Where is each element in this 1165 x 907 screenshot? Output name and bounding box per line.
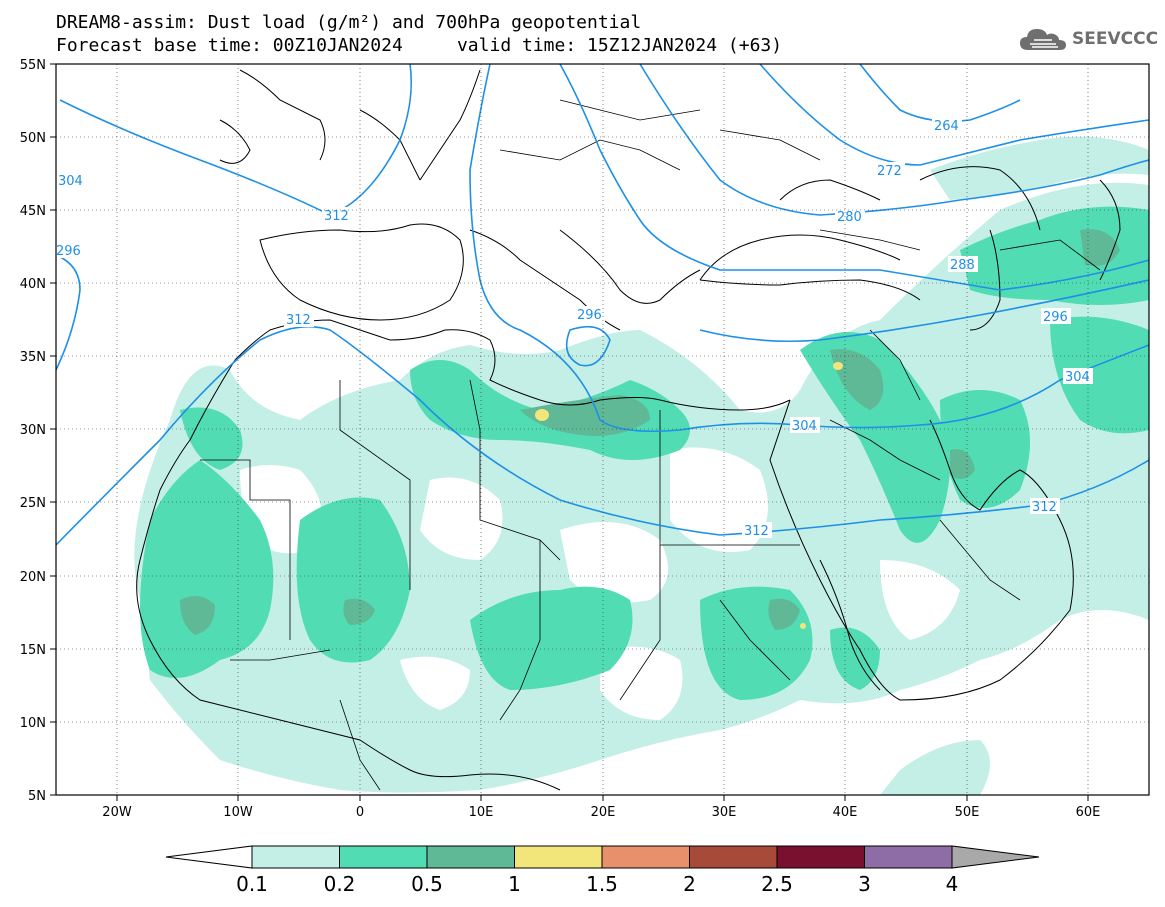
svg-text:304: 304	[792, 419, 817, 434]
colorbar-segment	[339, 845, 428, 869]
geopotential-contours	[56, 64, 1149, 546]
lat-label: 5N	[28, 789, 46, 804]
lat-label: 30N	[20, 423, 46, 438]
colorbar-tick-label: 0.1	[236, 872, 268, 896]
lon-label: 20W	[102, 805, 132, 820]
svg-text:296: 296	[577, 308, 602, 323]
logo-text: SEEVCCC	[1072, 29, 1159, 49]
colorbar-segment	[864, 845, 953, 869]
colorbar-over-triangle	[951, 845, 1040, 869]
lon-label: 30E	[712, 805, 737, 820]
axis-ticks	[50, 63, 1089, 801]
svg-text:312: 312	[1032, 500, 1057, 515]
svg-text:296: 296	[1043, 310, 1068, 325]
svg-text:272: 272	[877, 164, 902, 179]
svg-text:312: 312	[286, 313, 311, 328]
lat-label: 45N	[20, 204, 46, 219]
lat-label: 20N	[20, 570, 46, 585]
lon-label: 60E	[1076, 805, 1101, 820]
colorbar-tick-label: 2.5	[761, 872, 793, 896]
svg-text:312: 312	[744, 524, 769, 539]
svg-text:312: 312	[324, 209, 349, 224]
lat-label: 50N	[20, 131, 46, 146]
colorbar-tick-label: 4	[946, 872, 959, 896]
lat-label: 35N	[20, 350, 46, 365]
latitude-labels: 55N 50N 45N 40N 35N 30N 25N 20N 15N 10N …	[20, 58, 46, 804]
svg-text:280: 280	[837, 210, 862, 225]
colorbar-tick-label: 0.5	[411, 872, 443, 896]
seevccc-logo: SEEVCCC	[1018, 26, 1158, 52]
lon-label: 40E	[833, 805, 858, 820]
colorbar-segment	[514, 845, 603, 869]
dust-layer-yellow	[535, 362, 843, 629]
longitude-labels: 20W 10W 0 10E 20E 30E 40E 50E 60E	[102, 805, 1100, 820]
svg-text:296: 296	[56, 244, 81, 259]
colorbar: 0.1 0.2 0.5 1 1.5 2 2.5 3 4	[165, 845, 1040, 896]
svg-text:288: 288	[950, 258, 975, 273]
colorbar-segment	[426, 845, 515, 869]
svg-text:304: 304	[1065, 370, 1090, 385]
colorbar-tick-label: 2	[683, 872, 696, 896]
lat-label: 40N	[20, 277, 46, 292]
contour-labels: 304 312 296 312 296 304 312 264 272 280 …	[56, 117, 1093, 539]
colorbar-segment	[601, 845, 690, 869]
coastlines	[136, 69, 1121, 791]
map-subtitle: Forecast base time: 00Z10JAN2024 valid t…	[56, 35, 783, 56]
svg-text:264: 264	[934, 119, 959, 134]
colorbar-tick-label: 0.2	[324, 872, 356, 896]
lon-label: 10E	[469, 805, 494, 820]
cloud-icon	[1020, 29, 1066, 50]
lat-label: 10N	[20, 716, 46, 731]
lon-label: 20E	[591, 805, 616, 820]
lon-label: 10W	[223, 805, 253, 820]
colorbar-tick-label: 3	[858, 872, 871, 896]
colorbar-segment	[689, 845, 778, 869]
map-title: DREAM8-assim: Dust load (g/m²) and 700hP…	[56, 12, 642, 33]
colorbar-segment	[776, 845, 865, 869]
country-borders	[200, 99, 1101, 791]
lat-label: 25N	[20, 496, 46, 511]
colorbar-under-triangle	[165, 845, 253, 869]
svg-text:304: 304	[58, 174, 83, 189]
lon-label: 50E	[955, 805, 980, 820]
colorbar-tick-label: 1	[508, 872, 521, 896]
lat-label: 55N	[20, 58, 46, 73]
colorbar-tick-label: 1.5	[586, 872, 618, 896]
lon-label: 0	[356, 805, 364, 820]
colorbar-segment	[251, 845, 340, 869]
lat-label: 15N	[20, 643, 46, 658]
